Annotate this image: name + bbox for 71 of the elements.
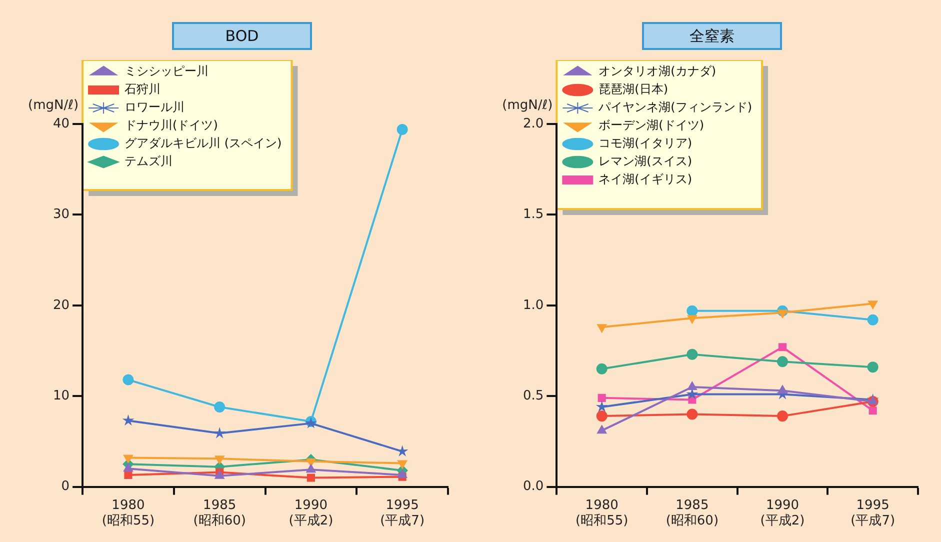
- point: [306, 474, 315, 482]
- legend-label: テムズ川: [124, 154, 173, 168]
- point: [597, 425, 607, 434]
- point: [596, 363, 608, 374]
- point: [214, 456, 224, 464]
- legend-label: ミシシッピー川: [124, 64, 209, 78]
- point: [596, 400, 608, 412]
- point: [214, 401, 226, 412]
- point: [214, 470, 224, 479]
- point: [867, 314, 878, 326]
- x-tick-label: 1995 (平成7): [850, 498, 896, 529]
- y-tick-label: 0: [61, 479, 70, 494]
- y-axis-title: (mgN/ℓ): [502, 98, 553, 113]
- legend-label: オンタリオ湖(カナダ): [598, 64, 716, 78]
- point: [687, 382, 697, 390]
- point: [306, 458, 316, 467]
- legend-label: 琵琶湖(日本): [598, 82, 668, 96]
- point: [397, 470, 408, 478]
- point: [598, 394, 606, 402]
- point: [868, 406, 877, 415]
- point: [306, 464, 316, 473]
- y-axis-title: (mgN/ℓ): [28, 98, 79, 113]
- legend-label: ドナウ川(ドイツ): [124, 118, 218, 132]
- point: [778, 343, 787, 352]
- point: [596, 410, 608, 422]
- point: [597, 324, 607, 333]
- y-tick-label: 0.0: [522, 479, 544, 494]
- point: [396, 124, 408, 135]
- legend-label: ボーデン湖(ドイツ): [598, 118, 704, 132]
- point: [397, 460, 408, 469]
- y-tick-label: 10: [52, 388, 70, 404]
- point: [214, 427, 226, 438]
- x-tick-label: 1980 (昭和55): [102, 498, 155, 529]
- y-tick-label: 0.5: [522, 388, 544, 404]
- chart-title: 全窒素: [642, 22, 782, 50]
- legend-label: 石狩川: [124, 82, 161, 96]
- legend-label: グアダルキビル川 (スペイン): [124, 136, 282, 150]
- point: [123, 463, 134, 472]
- x-tick-label: 1995 (平成7): [380, 498, 425, 529]
- legend-label: パイヤンネ湖(フィンランド): [598, 100, 752, 114]
- point: [686, 408, 698, 420]
- legend-label: コモ湖(イタリア): [598, 136, 692, 150]
- y-tick-label: 20: [52, 298, 70, 313]
- point: [686, 348, 698, 360]
- y-tick-label: 30: [52, 207, 70, 222]
- point: [124, 470, 132, 480]
- legend-label: ロワール川: [124, 100, 185, 114]
- point: [122, 374, 134, 386]
- point: [777, 356, 788, 368]
- y-tick-label: 40: [52, 116, 70, 132]
- point: [778, 310, 788, 318]
- y-tick-label: 2.0: [522, 116, 544, 132]
- point: [868, 300, 878, 310]
- point: [686, 305, 698, 316]
- point: [777, 410, 788, 422]
- point: [778, 385, 788, 394]
- point: [687, 315, 697, 324]
- y-tick-label: 1.5: [522, 207, 544, 222]
- point: [123, 454, 134, 464]
- x-tick-label: 1990 (平成2): [760, 498, 805, 529]
- x-tick-label: 1980 (昭和55): [575, 498, 628, 529]
- x-tick-label: 1990 (平成2): [288, 498, 334, 529]
- point: [868, 396, 878, 405]
- chart-title: BOD: [172, 22, 312, 50]
- x-tick-label: 1985 (昭和60): [193, 498, 246, 529]
- legend-label: レマン湖(スイス): [598, 154, 692, 168]
- legend-label: ネイ湖(イギリス): [598, 172, 692, 186]
- x-tick-label: 1985 (昭和60): [666, 498, 719, 529]
- point: [867, 362, 878, 373]
- y-tick-label: 1.0: [522, 298, 544, 313]
- point: [122, 414, 134, 426]
